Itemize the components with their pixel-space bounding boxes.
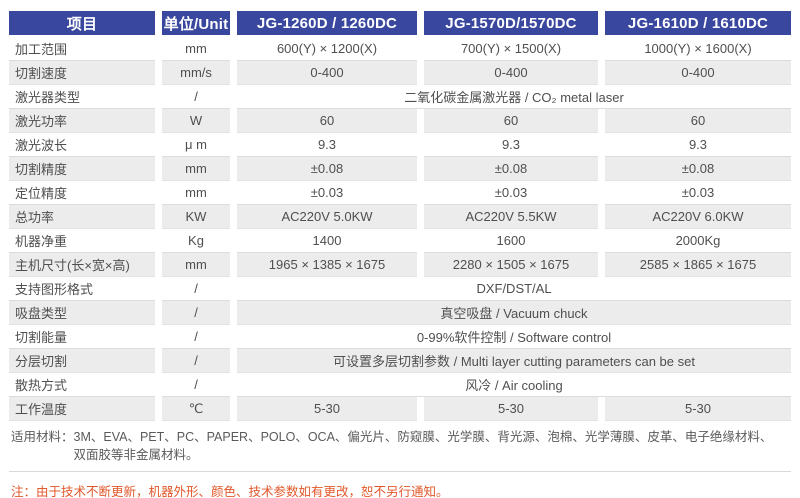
value-cell-span: 二氧化碳金属激光器 / CO₂ metal laser: [237, 85, 791, 109]
value-cell: 1400: [237, 229, 417, 253]
row-label: 切割速度: [9, 61, 155, 85]
header-cell-model-3: JG-1610D / 1610DC: [605, 11, 791, 35]
value-cell: 2585 × 1865 × 1675: [605, 253, 791, 277]
value-cell: 5-30: [237, 397, 417, 421]
value-cell: 1600: [424, 229, 598, 253]
unit-cell: /: [162, 301, 230, 325]
materials-text: 3M、EVA、PET、PC、PAPER、POLO、OCA、偏光片、防窥膜、光学膜…: [74, 428, 773, 464]
value-cell: 60: [237, 109, 417, 133]
row-label: 加工范围: [9, 37, 155, 61]
row-label: 主机尺寸(长×宽×高): [9, 253, 155, 277]
materials-line-1: 3M、EVA、PET、PC、PAPER、POLO、OCA、偏光片、防窥膜、光学膜…: [73, 430, 773, 444]
value-cell: 2280 × 1505 × 1675: [424, 253, 598, 277]
value-cell: AC220V 6.0KW: [605, 205, 791, 229]
applicable-materials: 适用材料： 3M、EVA、PET、PC、PAPER、POLO、OCA、偏光片、防…: [9, 428, 791, 464]
row-label: 吸盘类型: [9, 301, 155, 325]
unit-cell: /: [162, 349, 230, 373]
value-cell-span: 0-99%软件控制 / Software control: [237, 325, 791, 349]
value-cell: 9.3: [237, 133, 417, 157]
unit-cell: ℃: [162, 397, 230, 421]
row-label: 激光功率: [9, 109, 155, 133]
row-label: 定位精度: [9, 181, 155, 205]
value-cell: 60: [424, 109, 598, 133]
row-label: 总功率: [9, 205, 155, 229]
row-label: 散热方式: [9, 373, 155, 397]
header-cell-unit: 单位/Unit: [162, 11, 230, 35]
value-cell-span: 可设置多层切割参数 / Multi layer cutting paramete…: [237, 349, 791, 373]
value-cell: 1965 × 1385 × 1675: [237, 253, 417, 277]
value-cell-span: 真空吸盘 / Vacuum chuck: [237, 301, 791, 325]
value-cell: 0-400: [424, 61, 598, 85]
row-label: 切割精度: [9, 157, 155, 181]
row-label: 工作温度: [9, 397, 155, 421]
unit-cell: W: [162, 109, 230, 133]
unit-cell: /: [162, 325, 230, 349]
unit-cell: μ m: [162, 133, 230, 157]
value-cell: 60: [605, 109, 791, 133]
value-cell: 2000Kg: [605, 229, 791, 253]
row-label: 分层切割: [9, 349, 155, 373]
unit-cell: mm: [162, 181, 230, 205]
value-cell: AC220V 5.5KW: [424, 205, 598, 229]
value-cell: ±0.08: [237, 157, 417, 181]
unit-cell: Kg: [162, 229, 230, 253]
value-cell: 0-400: [237, 61, 417, 85]
row-label: 激光器类型: [9, 85, 155, 109]
value-cell: ±0.03: [424, 181, 598, 205]
value-cell-span: DXF/DST/AL: [237, 277, 791, 301]
technical-change-note: 注：由于技术不断更新，机器外形、颜色、技术参数如有更改，恕不另行通知。: [11, 485, 449, 498]
row-label: 支持图形格式: [9, 277, 155, 301]
value-cell: 1000(Y) × 1600(X): [605, 37, 791, 61]
unit-cell: KW: [162, 205, 230, 229]
spec-table: 项目 单位/Unit JG-1260D / 1260DC JG-1570D/15…: [9, 11, 791, 421]
value-cell: 5-30: [424, 397, 598, 421]
unit-cell: mm: [162, 157, 230, 181]
header-cell-model-2: JG-1570D/1570DC: [424, 11, 598, 35]
value-cell: 0-400: [605, 61, 791, 85]
unit-cell: /: [162, 373, 230, 397]
value-cell-span: 风冷 / Air cooling: [237, 373, 791, 397]
unit-cell: mm: [162, 37, 230, 61]
value-cell: 9.3: [605, 133, 791, 157]
unit-cell: mm/s: [162, 61, 230, 85]
header-cell-item: 项目: [9, 11, 155, 35]
materials-line-2: 双面胶等非金属材料。: [73, 448, 199, 463]
divider: [9, 471, 791, 473]
value-cell: 9.3: [424, 133, 598, 157]
unit-cell: /: [162, 277, 230, 301]
header-cell-model-1: JG-1260D / 1260DC: [237, 11, 417, 35]
row-label: 机器净重: [9, 229, 155, 253]
value-cell: 600(Y) × 1200(X): [237, 37, 417, 61]
value-cell: 700(Y) × 1500(X): [424, 37, 598, 61]
unit-cell: /: [162, 85, 230, 109]
unit-cell: mm: [162, 253, 230, 277]
value-cell: ±0.08: [605, 157, 791, 181]
row-label: 激光波长: [9, 133, 155, 157]
row-label: 切割能量: [9, 325, 155, 349]
materials-label: 适用材料：: [11, 430, 74, 444]
value-cell: AC220V 5.0KW: [237, 205, 417, 229]
value-cell: ±0.08: [424, 157, 598, 181]
value-cell: ±0.03: [237, 181, 417, 205]
value-cell: ±0.03: [605, 181, 791, 205]
value-cell: 5-30: [605, 397, 791, 421]
